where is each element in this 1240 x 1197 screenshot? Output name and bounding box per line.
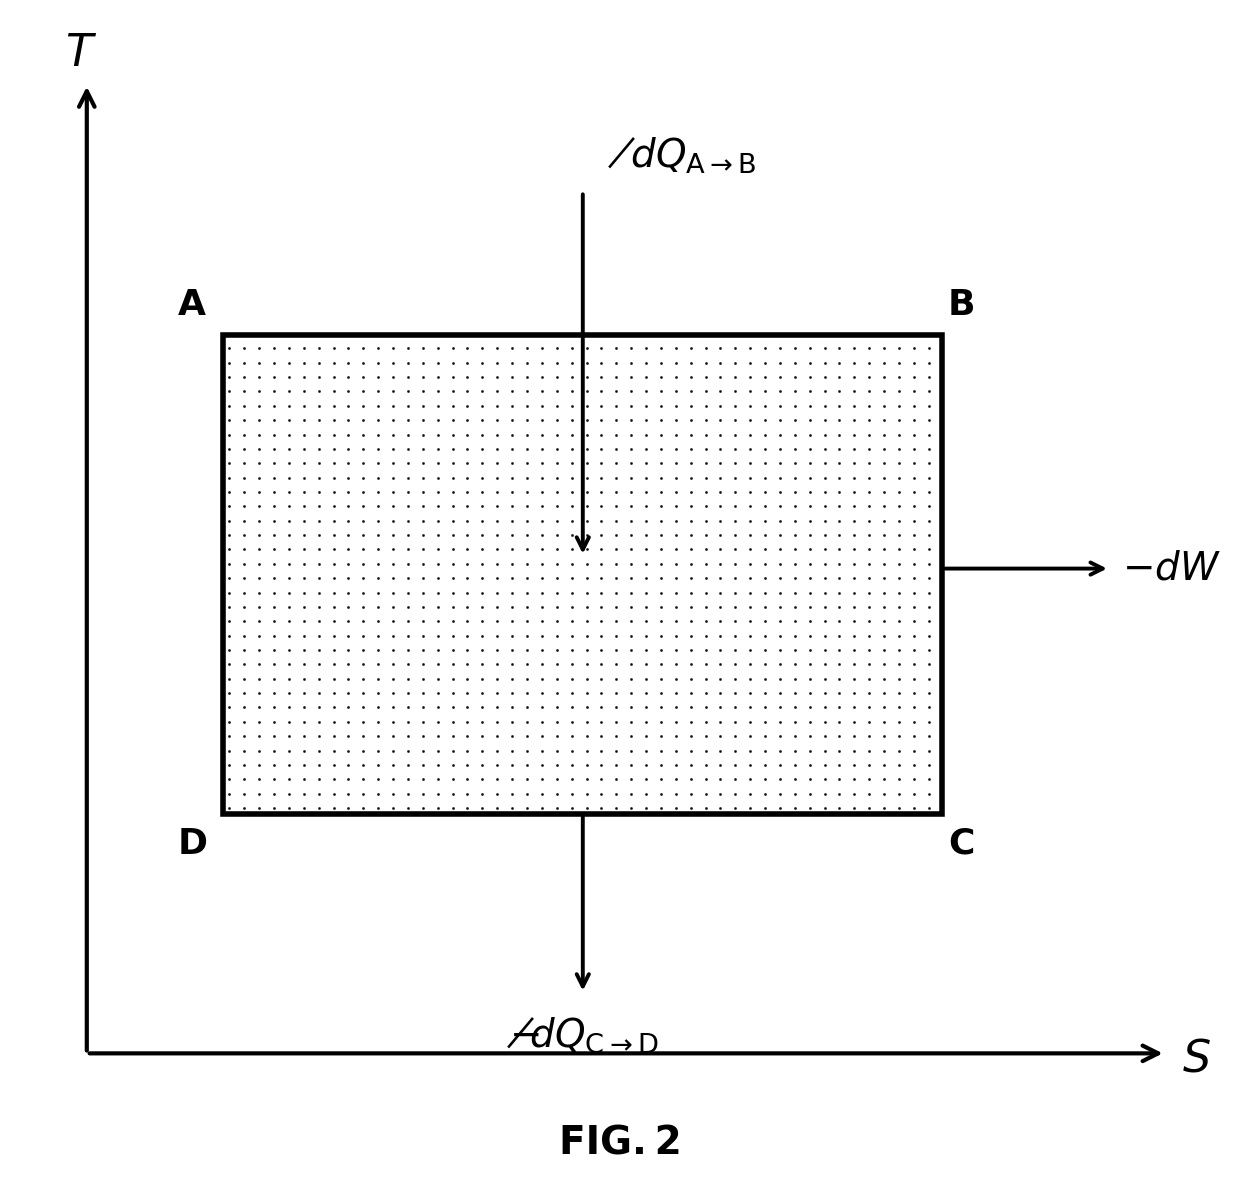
Text: A: A: [179, 288, 206, 322]
Text: FIG. 2: FIG. 2: [559, 1124, 681, 1162]
Text: $S$: $S$: [1182, 1038, 1211, 1081]
Text: B: B: [947, 288, 975, 322]
Text: $-dW$: $-dW$: [1122, 549, 1221, 588]
Text: $-\!\not\!{d}Q_{\mathrm{C \rightarrow D}}$: $-\!\not\!{d}Q_{\mathrm{C \rightarrow D}…: [507, 1015, 658, 1056]
Bar: [223, 335, 942, 814]
Text: $T$: $T$: [64, 32, 97, 75]
Text: $\!\not\!{d}Q_{\mathrm{A \rightarrow B}}$: $\!\not\!{d}Q_{\mathrm{A \rightarrow B}}…: [608, 135, 756, 176]
Bar: [223, 335, 942, 814]
Text: D: D: [177, 827, 207, 861]
Text: C: C: [947, 827, 975, 861]
